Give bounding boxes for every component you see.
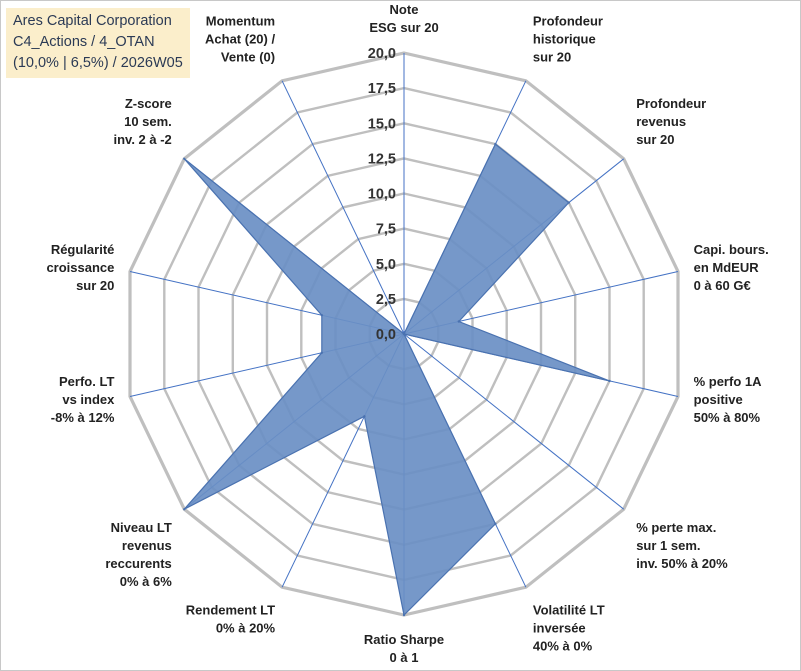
tick-label: 5,0 xyxy=(376,257,396,273)
axis-label-line: 0 à 60 G€ xyxy=(694,278,751,293)
axis-label: % perte max. sur 1 sem. inv. 50% à 20% xyxy=(636,520,728,571)
axis-label-line: 0 à 1 xyxy=(390,650,419,665)
axis-label-line: inv. 50% à 20% xyxy=(636,556,728,571)
axis-label: % perfo 1A positive 50% à 80% xyxy=(694,374,763,425)
axis-label-line: Régularité xyxy=(51,242,115,257)
data-point xyxy=(183,508,186,511)
axis-label: Niveau LT revenus reccurents 0% à 6% xyxy=(105,520,172,589)
axis-label: Note ESG sur 20 xyxy=(369,2,438,35)
data-point xyxy=(494,522,497,526)
data-series-area xyxy=(183,143,610,617)
data-point xyxy=(457,320,460,323)
axis-label-line: Note xyxy=(390,2,419,17)
axis-label-line: Achat (20) / xyxy=(205,31,275,46)
axis-label-line: vs index xyxy=(62,392,115,407)
axis-label-line: en MdEUR xyxy=(694,260,760,275)
chart-title-box: Ares Capital Corporation C4_Actions / 4_… xyxy=(6,8,190,78)
data-point xyxy=(363,415,366,418)
axis-label: Volatilité LT inversée 40% à 0% xyxy=(533,603,605,654)
axis-label-line: Niveau LT xyxy=(111,520,172,535)
axis-label: Capi. bours. en MdEUR 0 à 60 G€ xyxy=(694,242,769,293)
axis-label-line: inversée xyxy=(533,621,586,636)
axis-label-line: Volatilité LT xyxy=(533,603,605,618)
axis-label: Perfo. LT vs index -8% à 12% xyxy=(51,374,115,425)
data-point xyxy=(494,142,497,146)
tick-label: 2,5 xyxy=(376,292,396,308)
axis-label-line: Profondeur xyxy=(533,13,603,28)
axis-label-line: inv. 2 à -2 xyxy=(114,132,172,147)
axis-label-line: Perfo. LT xyxy=(59,374,114,389)
data-point xyxy=(402,332,406,336)
tick-label: 15,0 xyxy=(368,116,396,132)
axis-label-line: sur 20 xyxy=(76,278,114,293)
axis-label-line: % perte max. xyxy=(636,520,716,535)
tick-label: 7,5 xyxy=(376,222,396,238)
axis-label-line: Capi. bours. xyxy=(694,242,769,257)
axis-label-line: -8% à 12% xyxy=(51,410,115,425)
axis-label: Ratio Sharpe 0 à 1 xyxy=(364,632,444,665)
data-point xyxy=(183,157,186,160)
tick-label: 0,0 xyxy=(376,327,396,343)
title-line-weights: (10,0% | 6,5%) / 2026W05 xyxy=(13,55,183,71)
axis-label-line: 0% à 20% xyxy=(216,621,276,636)
axis-spoke xyxy=(281,80,405,335)
data-point xyxy=(567,201,570,204)
data-point xyxy=(608,379,611,383)
axis-label-line: Profondeur xyxy=(636,96,706,111)
axis-label: Profondeur revenus sur 20 xyxy=(636,96,706,147)
data-point xyxy=(402,613,406,617)
axis-label-line: reccurents xyxy=(105,556,171,571)
data-point xyxy=(320,351,323,354)
axis-label-line: sur 20 xyxy=(636,132,674,147)
data-point xyxy=(320,314,323,317)
axis-label-line: croissance xyxy=(46,260,114,275)
title-line-company: Ares Capital Corporation xyxy=(13,13,172,29)
axis-label-line: positive xyxy=(694,392,743,407)
axis-label-line: revenus xyxy=(122,538,172,553)
axis-label: Profondeur historique sur 20 xyxy=(533,13,603,64)
axis-label: Momentum Achat (20) / Vente (0) xyxy=(205,13,275,64)
axis-label-line: ESG sur 20 xyxy=(369,20,438,35)
tick-label: 12,5 xyxy=(368,151,396,167)
axis-label-line: sur 20 xyxy=(533,49,571,64)
axis-label-line: Momentum xyxy=(206,13,275,28)
axis-label-line: 10 sem. xyxy=(124,114,172,129)
axis-label-line: 50% à 80% xyxy=(694,410,761,425)
tick-label: 17,5 xyxy=(368,81,396,97)
axis-label-line: Z-score xyxy=(125,96,172,111)
axis-spoke xyxy=(403,333,625,510)
axis-label-line: 40% à 0% xyxy=(533,639,593,654)
axis-label-line: 0% à 6% xyxy=(120,574,172,589)
tick-label: 20,0 xyxy=(368,46,396,62)
title-line-category: C4_Actions / 4_OTAN xyxy=(13,34,155,50)
axis-label-line: revenus xyxy=(636,114,686,129)
tick-label: 10,0 xyxy=(368,187,396,203)
axis-label: Z-score 10 sem. inv. 2 à -2 xyxy=(114,96,172,147)
axis-label: Rendement LT 0% à 20% xyxy=(186,603,276,636)
axis-label-line: historique xyxy=(533,31,596,46)
axis-label-line: % perfo 1A xyxy=(694,374,763,389)
axis-label-line: Ratio Sharpe xyxy=(364,632,444,647)
axis-label-line: sur 1 sem. xyxy=(636,538,700,553)
axis-label-line: Rendement LT xyxy=(186,603,275,618)
axis-label: Régularité croissance sur 20 xyxy=(46,242,114,293)
axis-label-line: Vente (0) xyxy=(221,49,275,64)
